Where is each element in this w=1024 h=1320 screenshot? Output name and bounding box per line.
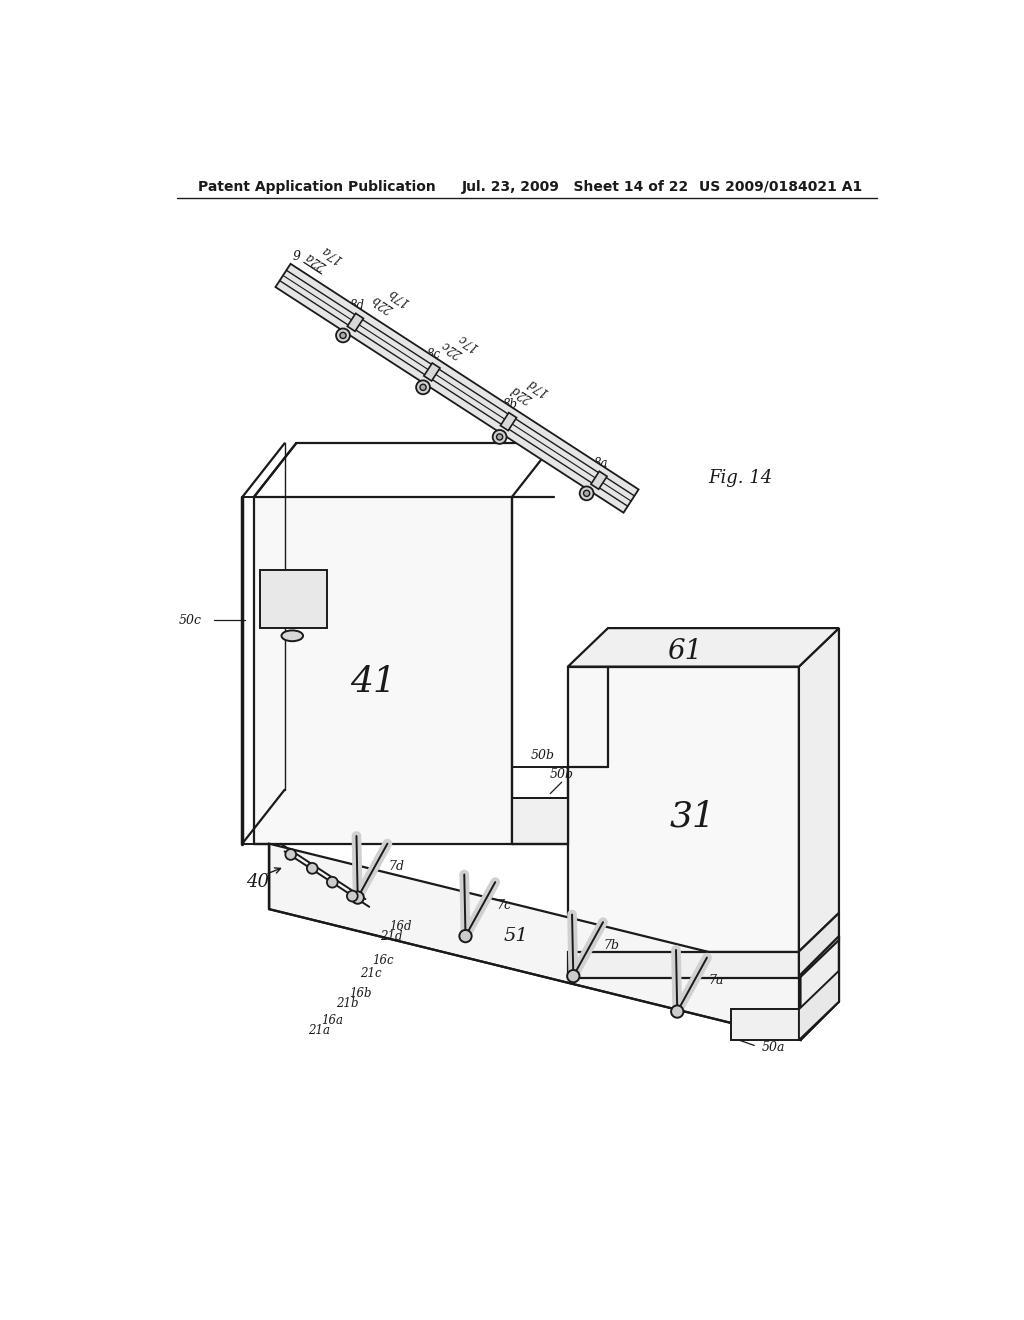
- Polygon shape: [254, 498, 512, 843]
- Text: 50a: 50a: [762, 1041, 785, 1055]
- Text: 7a: 7a: [708, 974, 724, 987]
- Circle shape: [567, 970, 580, 982]
- Polygon shape: [591, 471, 607, 490]
- Text: 40: 40: [246, 874, 269, 891]
- Text: 16b: 16b: [349, 987, 372, 1001]
- Ellipse shape: [282, 631, 303, 642]
- Polygon shape: [347, 313, 364, 331]
- Text: 8c: 8c: [427, 348, 441, 362]
- Text: 21b: 21b: [337, 998, 359, 1010]
- Circle shape: [420, 384, 426, 391]
- Text: Fig. 14: Fig. 14: [708, 469, 772, 487]
- Text: 50b: 50b: [550, 768, 573, 781]
- Text: 7d: 7d: [388, 861, 404, 874]
- Text: 50b: 50b: [530, 748, 555, 762]
- Text: 16d: 16d: [389, 920, 412, 933]
- Text: 7b: 7b: [604, 939, 620, 952]
- Text: 61: 61: [668, 638, 702, 665]
- Text: 17d: 17d: [524, 376, 551, 399]
- Circle shape: [327, 876, 338, 887]
- Text: 8d: 8d: [350, 298, 365, 312]
- Circle shape: [460, 929, 472, 942]
- Polygon shape: [731, 1010, 799, 1040]
- Polygon shape: [512, 797, 568, 843]
- Polygon shape: [260, 570, 327, 628]
- Text: 13d: 13d: [358, 325, 381, 338]
- Polygon shape: [424, 363, 440, 381]
- Circle shape: [493, 430, 507, 444]
- Polygon shape: [799, 970, 839, 1040]
- Polygon shape: [269, 843, 801, 1040]
- Text: 16a: 16a: [322, 1014, 343, 1027]
- Text: 50c: 50c: [178, 614, 202, 627]
- Text: 17a: 17a: [319, 243, 345, 265]
- Text: 21c: 21c: [360, 966, 382, 979]
- Text: 8b: 8b: [503, 399, 518, 411]
- Text: Patent Application Publication: Patent Application Publication: [199, 180, 436, 194]
- Text: 41: 41: [350, 665, 396, 700]
- Text: 21a: 21a: [308, 1023, 330, 1036]
- Text: 13a: 13a: [602, 483, 624, 496]
- Text: 9: 9: [292, 251, 300, 264]
- Circle shape: [340, 333, 346, 338]
- Text: 22c: 22c: [440, 338, 466, 360]
- Text: 51: 51: [503, 927, 528, 945]
- Polygon shape: [801, 936, 839, 1040]
- Polygon shape: [799, 628, 839, 952]
- Text: 22b: 22b: [371, 292, 396, 315]
- Text: US 2009/0184021 A1: US 2009/0184021 A1: [698, 180, 862, 194]
- Text: 31: 31: [670, 800, 716, 834]
- Polygon shape: [501, 413, 516, 430]
- Circle shape: [347, 891, 357, 902]
- Circle shape: [416, 380, 430, 395]
- Text: 7c: 7c: [497, 899, 512, 912]
- Circle shape: [351, 891, 364, 904]
- Polygon shape: [568, 628, 839, 667]
- Text: 8a: 8a: [594, 457, 608, 470]
- Text: 22a: 22a: [304, 249, 330, 272]
- Circle shape: [584, 490, 590, 496]
- Polygon shape: [275, 264, 639, 512]
- Text: 17c: 17c: [456, 331, 480, 354]
- Circle shape: [307, 863, 317, 874]
- Text: 17b: 17b: [385, 285, 412, 309]
- Polygon shape: [568, 952, 799, 978]
- Polygon shape: [568, 667, 799, 952]
- Text: 16c: 16c: [373, 954, 394, 968]
- Polygon shape: [799, 913, 839, 978]
- Text: Jul. 23, 2009   Sheet 14 of 22: Jul. 23, 2009 Sheet 14 of 22: [462, 180, 689, 194]
- Circle shape: [580, 486, 594, 500]
- Circle shape: [497, 434, 503, 440]
- Text: 13c: 13c: [438, 378, 460, 389]
- Text: 13b: 13b: [515, 426, 538, 440]
- Circle shape: [336, 329, 350, 342]
- Text: 22d: 22d: [510, 383, 536, 405]
- Circle shape: [286, 849, 296, 859]
- Circle shape: [671, 1006, 683, 1018]
- Text: 21d: 21d: [380, 929, 402, 942]
